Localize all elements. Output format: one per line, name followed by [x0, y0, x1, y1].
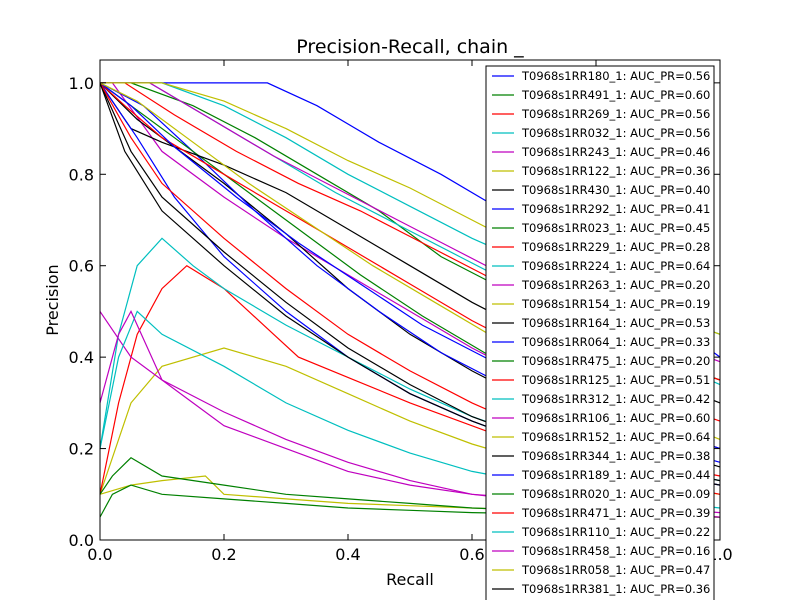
legend-entry-3: T0968s1RR269_1: AUC_PR=0.56 [492, 107, 710, 121]
legend-entry-9: T0968s1RR023_1: AUC_PR=0.45 [492, 221, 710, 235]
legend-entry-16: T0968s1RR475_1: AUC_PR=0.20 [492, 354, 710, 368]
legend-label-5: T0968s1RR243_1: AUC_PR=0.46 [521, 145, 710, 159]
legend-entry-1: T0968s1RR180_1: AUC_PR=0.56 [492, 69, 710, 83]
legend-label-14: T0968s1RR164_1: AUC_PR=0.53 [521, 316, 710, 330]
legend-entry-8: T0968s1RR292_1: AUC_PR=0.41 [492, 202, 710, 216]
legend-entry-22: T0968s1RR189_1: AUC_PR=0.44 [492, 468, 710, 482]
legend-entry-21: T0968s1RR344_1: AUC_PR=0.38 [492, 449, 710, 463]
x-axis-label: Recall [386, 570, 434, 589]
legend-entry-14: T0968s1RR164_1: AUC_PR=0.53 [492, 316, 710, 330]
y-tick-label-2: 0.2 [69, 440, 94, 459]
legend-label-16: T0968s1RR475_1: AUC_PR=0.20 [521, 354, 710, 368]
legend-label-26: T0968s1RR458_1: AUC_PR=0.16 [521, 544, 710, 558]
legend-entry-12: T0968s1RR263_1: AUC_PR=0.20 [492, 278, 710, 292]
legend-entry-17: T0968s1RR125_1: AUC_PR=0.51 [492, 373, 710, 387]
legend-label-4: T0968s1RR032_1: AUC_PR=0.56 [521, 126, 710, 140]
legend-label-22: T0968s1RR189_1: AUC_PR=0.44 [521, 468, 710, 482]
legend-label-11: T0968s1RR224_1: AUC_PR=0.64 [521, 259, 710, 273]
legend-entry-13: T0968s1RR154_1: AUC_PR=0.19 [492, 297, 710, 311]
legend-frame [485, 65, 715, 600]
plot-frame [99, 59, 721, 541]
legend-entries: T0968s1RR180_1: AUC_PR=0.56 T0968s1RR491_… [492, 69, 710, 596]
x-tick-label-2: 0.2 [211, 545, 236, 564]
legend-label-9: T0968s1RR023_1: AUC_PR=0.45 [521, 221, 710, 235]
legend-entry-23: T0968s1RR020_1: AUC_PR=0.09 [492, 487, 710, 501]
legend-entry-19: T0968s1RR106_1: AUC_PR=0.60 [492, 411, 710, 425]
legend-label-7: T0968s1RR430_1: AUC_PR=0.40 [521, 183, 710, 197]
legend-label-17: T0968s1RR125_1: AUC_PR=0.51 [521, 373, 710, 387]
legend-entry-5: T0968s1RR243_1: AUC_PR=0.46 [492, 145, 710, 159]
legend-entry-10: T0968s1RR229_1: AUC_PR=0.28 [492, 240, 710, 254]
legend-label-10: T0968s1RR229_1: AUC_PR=0.28 [521, 240, 710, 254]
y-axis-label: Precision [43, 264, 62, 335]
legend-label-18: T0968s1RR312_1: AUC_PR=0.42 [521, 392, 710, 406]
legend-label-3: T0968s1RR269_1: AUC_PR=0.56 [521, 107, 710, 121]
y-tick-label-1: 0.0 [69, 531, 94, 550]
y-tick-label-5: 0.8 [69, 165, 94, 184]
legend-label-8: T0968s1RR292_1: AUC_PR=0.41 [521, 202, 710, 216]
legend-label-24: T0968s1RR471_1: AUC_PR=0.39 [521, 506, 710, 520]
y-tick-label-3: 0.4 [69, 348, 94, 367]
legend-label-27: T0968s1RR058_1: AUC_PR=0.47 [521, 563, 710, 577]
legend-label-28: T0968s1RR381_1: AUC_PR=0.36 [521, 582, 710, 596]
legend-entry-18: T0968s1RR312_1: AUC_PR=0.42 [492, 392, 710, 406]
legend-entry-28: T0968s1RR381_1: AUC_PR=0.36 [492, 582, 710, 596]
y-tick-label-6: 1.0 [69, 74, 94, 93]
legend-entry-6: T0968s1RR122_1: AUC_PR=0.36 [492, 164, 710, 178]
y-tick-label-4: 0.6 [69, 257, 94, 276]
legend-entry-15: T0968s1RR064_1: AUC_PR=0.33 [492, 335, 710, 349]
chart-title: Precision-Recall, chain _ [296, 36, 524, 58]
legend-entry-26: T0968s1RR458_1: AUC_PR=0.16 [492, 544, 710, 558]
legend-entry-4: T0968s1RR032_1: AUC_PR=0.56 [492, 126, 710, 140]
legend: T0968s1RR180_1: AUC_PR=0.56 T0968s1RR491_… [485, 65, 715, 600]
legend-entry-25: T0968s1RR110_1: AUC_PR=0.22 [492, 525, 710, 539]
legend-entry-11: T0968s1RR224_1: AUC_PR=0.64 [492, 259, 710, 273]
legend-label-2: T0968s1RR491_1: AUC_PR=0.60 [521, 88, 710, 102]
legend-label-21: T0968s1RR344_1: AUC_PR=0.38 [521, 449, 710, 463]
legend-entry-7: T0968s1RR430_1: AUC_PR=0.40 [492, 183, 710, 197]
legend-label-19: T0968s1RR106_1: AUC_PR=0.60 [521, 411, 710, 425]
legend-entry-24: T0968s1RR471_1: AUC_PR=0.39 [492, 506, 710, 520]
legend-label-12: T0968s1RR263_1: AUC_PR=0.20 [521, 278, 710, 292]
legend-label-20: T0968s1RR152_1: AUC_PR=0.64 [521, 430, 710, 444]
legend-entry-27: T0968s1RR058_1: AUC_PR=0.47 [492, 563, 710, 577]
legend-label-15: T0968s1RR064_1: AUC_PR=0.33 [521, 335, 710, 349]
x-tick-label-1: 0.0 [87, 545, 112, 564]
legend-label-6: T0968s1RR122_1: AUC_PR=0.36 [521, 164, 710, 178]
x-tick-label-3: 0.4 [335, 545, 360, 564]
legend-label-1: T0968s1RR180_1: AUC_PR=0.56 [521, 69, 710, 83]
legend-entry-2: T0968s1RR491_1: AUC_PR=0.60 [492, 88, 710, 102]
legend-entry-20: T0968s1RR152_1: AUC_PR=0.64 [492, 430, 710, 444]
x-tick-label-4: 0.6 [459, 545, 484, 564]
legend-label-23: T0968s1RR020_1: AUC_PR=0.09 [521, 487, 710, 501]
legend-label-25: T0968s1RR110_1: AUC_PR=0.22 [521, 525, 710, 539]
legend-label-13: T0968s1RR154_1: AUC_PR=0.19 [521, 297, 710, 311]
